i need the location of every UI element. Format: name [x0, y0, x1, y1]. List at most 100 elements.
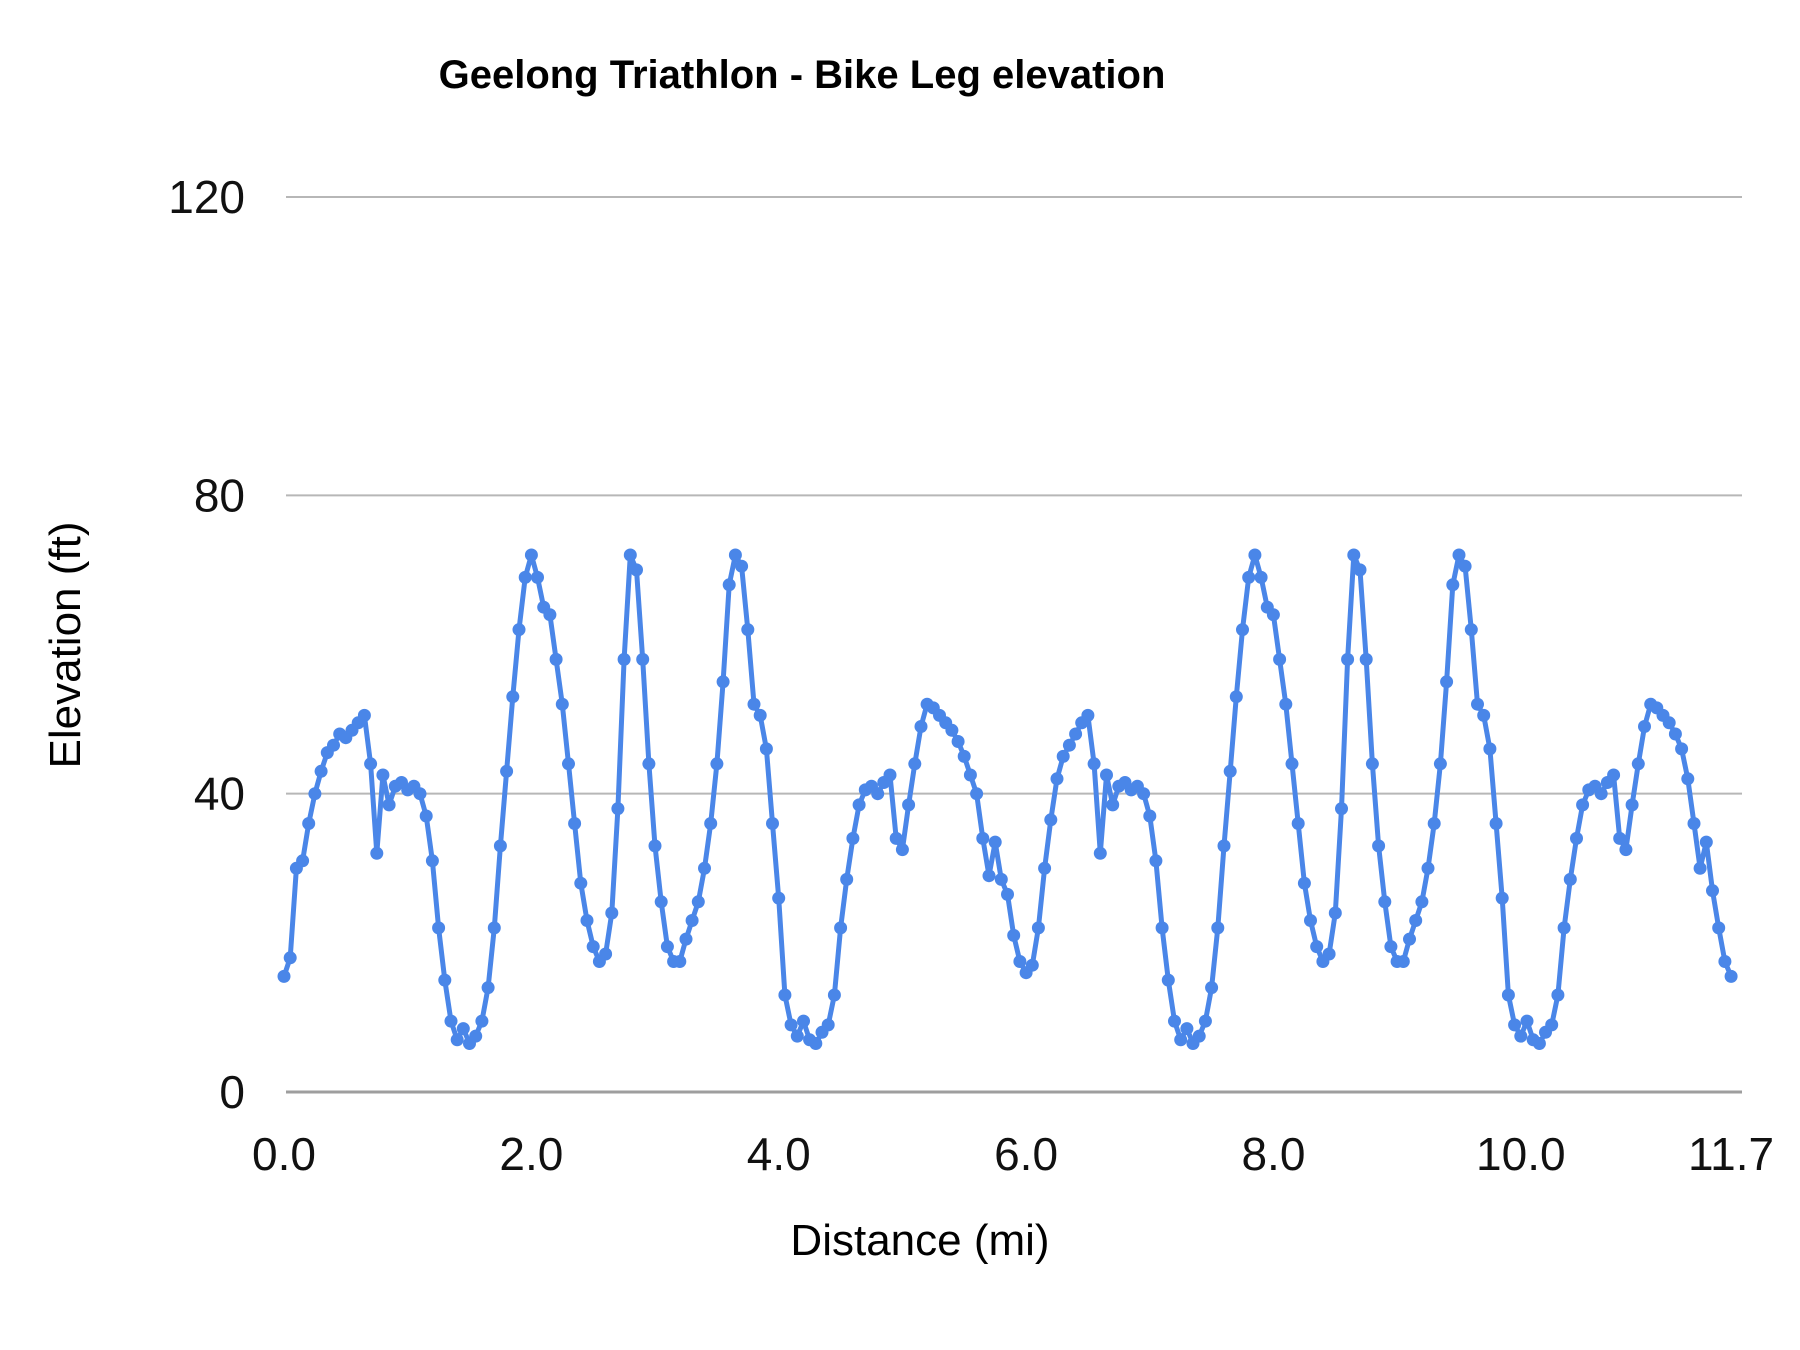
- data-point: [1254, 570, 1268, 584]
- data-point: [716, 675, 730, 689]
- data-point: [1699, 835, 1713, 849]
- data-point: [1668, 727, 1682, 741]
- data-point: [1501, 988, 1515, 1002]
- data-point: [1594, 787, 1608, 801]
- data-point: [766, 817, 779, 830]
- data-point: [524, 548, 538, 562]
- data-point: [840, 872, 854, 886]
- data-point: [1532, 1037, 1546, 1050]
- y-axis-tick-labels: 0 40 80 120: [168, 171, 245, 1118]
- data-point: [419, 809, 433, 823]
- data-point: [1322, 947, 1336, 961]
- data-point: [481, 981, 495, 995]
- data-point: [1520, 1014, 1534, 1028]
- data-point: [1570, 831, 1583, 845]
- y-tick-label-80: 80: [194, 469, 245, 521]
- data-point: [1223, 764, 1237, 778]
- data-point: [1062, 738, 1076, 752]
- data-point: [889, 831, 903, 845]
- data-point: [728, 548, 742, 562]
- data-point: [735, 559, 749, 573]
- data-point: [1093, 846, 1107, 860]
- data-point: [797, 1014, 810, 1028]
- data-point: [555, 697, 569, 711]
- data-point: [945, 723, 959, 737]
- data-point: [1631, 757, 1645, 771]
- data-point: [778, 988, 792, 1002]
- data-point: [1087, 757, 1101, 771]
- data-point: [314, 764, 328, 778]
- data-point: [605, 906, 619, 920]
- data-point: [623, 548, 637, 562]
- data-point: [1477, 708, 1491, 722]
- data-point: [1211, 921, 1225, 935]
- data-point: [1471, 697, 1484, 711]
- data-point: [1161, 973, 1175, 987]
- data-point: [580, 914, 594, 927]
- data-point: [1675, 742, 1689, 756]
- data-point: [1347, 548, 1361, 562]
- data-point: [1044, 813, 1058, 827]
- data-point: [1236, 623, 1249, 637]
- data-point: [753, 708, 767, 722]
- data-point: [759, 742, 773, 756]
- data-point: [722, 578, 736, 592]
- data-point: [574, 876, 588, 890]
- data-point: [562, 757, 575, 771]
- x-tick-label-8.0: 8.0: [1241, 1128, 1305, 1180]
- data-point: [364, 757, 378, 771]
- data-point: [302, 817, 316, 830]
- data-point: [1081, 708, 1095, 722]
- x-tick-label-11.7: 11.7: [1688, 1128, 1774, 1180]
- data-point: [1149, 854, 1163, 868]
- data-point: [834, 921, 848, 935]
- data-point: [611, 802, 625, 816]
- data-point: [1403, 932, 1416, 946]
- data-point: [951, 735, 965, 748]
- x-tick-label-0.0: 0.0: [252, 1128, 316, 1180]
- data-point: [382, 798, 396, 812]
- data-point: [679, 932, 693, 946]
- data-point: [698, 861, 711, 875]
- data-point: [1248, 548, 1262, 562]
- data-point: [549, 652, 563, 666]
- data-point: [1143, 809, 1157, 823]
- data-point: [1662, 716, 1676, 730]
- data-point: [994, 872, 1008, 886]
- data-point: [586, 940, 600, 954]
- data-point: [809, 1037, 823, 1050]
- data-point: [1137, 787, 1151, 801]
- data-point: [846, 831, 860, 845]
- data-point: [493, 839, 507, 853]
- y-tick-label-40: 40: [194, 768, 245, 820]
- x-tick-label-4.0: 4.0: [747, 1128, 811, 1180]
- data-point: [1229, 690, 1243, 704]
- x-tick-label-6.0: 6.0: [994, 1128, 1058, 1180]
- data-point: [1217, 839, 1231, 853]
- data-point: [1613, 831, 1627, 845]
- data-point: [518, 570, 532, 584]
- data-point: [438, 973, 452, 987]
- data-point: [1025, 958, 1039, 972]
- data-point: [1619, 843, 1633, 857]
- data-point: [821, 1018, 835, 1032]
- data-point: [1242, 570, 1256, 584]
- elevation-line-series: [281, 552, 1734, 1046]
- data-point: [413, 787, 427, 801]
- data-point: [1433, 757, 1447, 771]
- data-point: [1007, 928, 1021, 942]
- data-point: [1712, 921, 1726, 935]
- data-point: [871, 787, 885, 801]
- data-point: [1724, 969, 1738, 983]
- chart-title: Geelong Triathlon - Bike Leg elevation: [439, 53, 1166, 97]
- data-point: [296, 854, 310, 868]
- data-point: [469, 1029, 483, 1043]
- data-point: [1279, 697, 1293, 711]
- y-axis-title: Elevation (ft): [41, 522, 90, 769]
- data-point: [1297, 876, 1311, 890]
- data-point: [852, 798, 866, 812]
- data-point: [636, 652, 650, 666]
- data-point: [1563, 872, 1577, 886]
- data-point: [432, 921, 446, 935]
